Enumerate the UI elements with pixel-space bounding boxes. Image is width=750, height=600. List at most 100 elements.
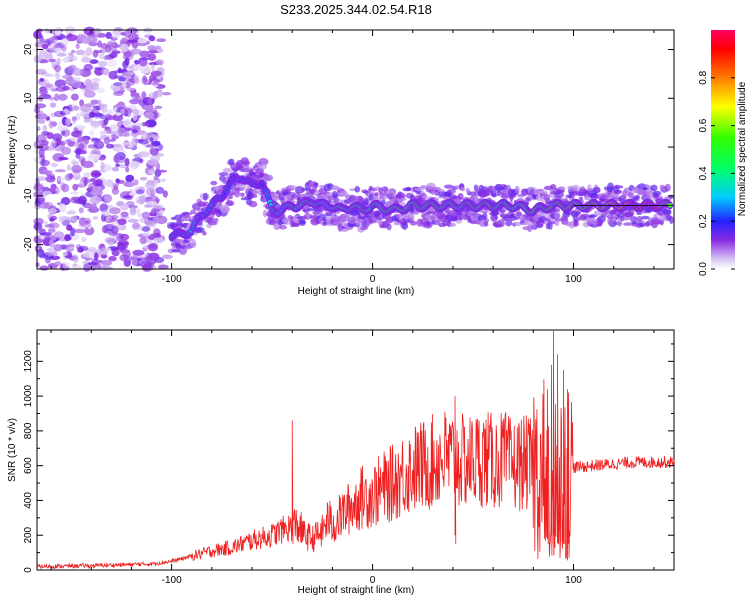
noise-blob bbox=[36, 228, 47, 234]
ridge-halo bbox=[668, 194, 674, 199]
noise-blob bbox=[122, 119, 132, 128]
noise-blob bbox=[68, 66, 73, 70]
noise-blob bbox=[33, 156, 42, 163]
spectrogram-frame bbox=[36, 29, 675, 270]
ridge-halo bbox=[248, 200, 258, 208]
noise-blob bbox=[87, 262, 98, 266]
noise-blob bbox=[54, 47, 62, 52]
ridge-halo bbox=[203, 201, 209, 205]
ridge-halo bbox=[434, 189, 439, 196]
noise-blob bbox=[71, 160, 80, 166]
noise-blob bbox=[66, 224, 73, 231]
ridge-halo bbox=[263, 174, 274, 182]
noise-blob bbox=[72, 119, 77, 125]
noise-blob bbox=[71, 164, 83, 174]
noise-blob bbox=[84, 103, 95, 108]
colorbar-tick-label: 0.6 bbox=[698, 118, 709, 132]
ridge-halo bbox=[491, 189, 497, 197]
noise-blob bbox=[41, 232, 52, 236]
noise-blob bbox=[44, 251, 56, 256]
noise-blob bbox=[80, 110, 92, 118]
chart-title: S233.2025.344.02.54.R18 bbox=[280, 2, 432, 17]
noise-blob bbox=[132, 249, 145, 256]
noise-blob bbox=[137, 151, 150, 158]
ridge-halo bbox=[490, 214, 498, 222]
ridge-halo bbox=[279, 225, 287, 230]
noise-blob bbox=[123, 50, 132, 58]
noise-blob bbox=[37, 38, 49, 45]
spectrogram-noise bbox=[32, 26, 173, 273]
spectrogram-xlabel: Height of straight line (km) bbox=[298, 286, 415, 297]
noise-blob bbox=[64, 234, 71, 242]
noise-blob bbox=[82, 251, 95, 259]
x-tick-label: -100 bbox=[162, 575, 182, 586]
noise-blob bbox=[151, 208, 157, 215]
ridge-halo bbox=[623, 222, 633, 226]
ridge-halo bbox=[637, 223, 646, 227]
noise-blob bbox=[98, 53, 106, 59]
ridge-halo bbox=[525, 196, 532, 202]
noise-blob bbox=[138, 139, 149, 145]
snr-series-line bbox=[36, 329, 675, 570]
noise-blob bbox=[148, 50, 159, 54]
noise-blob bbox=[49, 208, 57, 214]
ridge-halo bbox=[536, 224, 544, 228]
noise-blob bbox=[58, 203, 67, 213]
noise-blob bbox=[49, 102, 57, 108]
noise-blob bbox=[101, 124, 107, 129]
noise-blob bbox=[98, 156, 105, 161]
noise-blob bbox=[78, 156, 86, 163]
noise-blob bbox=[58, 157, 69, 161]
noise-blob bbox=[97, 40, 102, 48]
noise-blob bbox=[120, 43, 129, 53]
noise-blob bbox=[104, 237, 117, 244]
ridge-halo bbox=[368, 216, 373, 225]
ridge-halo bbox=[202, 193, 208, 201]
noise-blob bbox=[155, 59, 164, 65]
noise-blob bbox=[95, 263, 102, 270]
noise-blob bbox=[101, 67, 110, 76]
ridge-halo bbox=[538, 190, 548, 195]
noise-blob bbox=[125, 166, 130, 173]
ridge-halo bbox=[313, 182, 319, 187]
ridge-halo bbox=[241, 160, 251, 166]
noise-blob bbox=[139, 50, 150, 58]
noise-blob bbox=[141, 91, 147, 100]
noise-blob bbox=[111, 29, 121, 39]
y-tick-label: 20 bbox=[23, 44, 34, 56]
noise-blob bbox=[145, 187, 155, 196]
noise-blob bbox=[141, 261, 150, 265]
ridge-halo bbox=[598, 220, 604, 225]
noise-blob bbox=[120, 68, 127, 72]
noise-blob bbox=[147, 159, 159, 166]
noise-blob bbox=[67, 209, 76, 215]
ridge-halo bbox=[635, 194, 641, 200]
noise-blob bbox=[142, 231, 151, 237]
ridge-halo bbox=[550, 184, 557, 190]
noise-blob bbox=[108, 52, 118, 59]
noise-blob bbox=[122, 71, 133, 79]
noise-blob bbox=[145, 104, 153, 113]
noise-blob bbox=[130, 255, 138, 261]
noise-blob bbox=[154, 105, 163, 110]
noise-blob bbox=[153, 216, 160, 224]
noise-blob bbox=[151, 63, 155, 72]
noise-blob bbox=[110, 210, 120, 214]
y-tick-label: 0 bbox=[23, 144, 34, 150]
ridge-halo bbox=[547, 220, 557, 225]
noise-blob bbox=[142, 77, 148, 83]
noise-blob bbox=[48, 120, 54, 129]
noise-blob bbox=[57, 121, 63, 126]
ridge-halo bbox=[595, 187, 601, 193]
noise-blob bbox=[78, 217, 87, 226]
noise-blob bbox=[153, 175, 159, 181]
noise-blob bbox=[116, 218, 127, 225]
noise-blob bbox=[145, 255, 155, 263]
ridge-halo bbox=[636, 211, 643, 215]
noise-blob bbox=[61, 146, 72, 155]
noise-blob bbox=[77, 134, 83, 143]
noise-blob bbox=[131, 137, 139, 147]
colorbar-tick-label: 0.0 bbox=[698, 262, 709, 276]
ridge-halo bbox=[289, 185, 297, 189]
